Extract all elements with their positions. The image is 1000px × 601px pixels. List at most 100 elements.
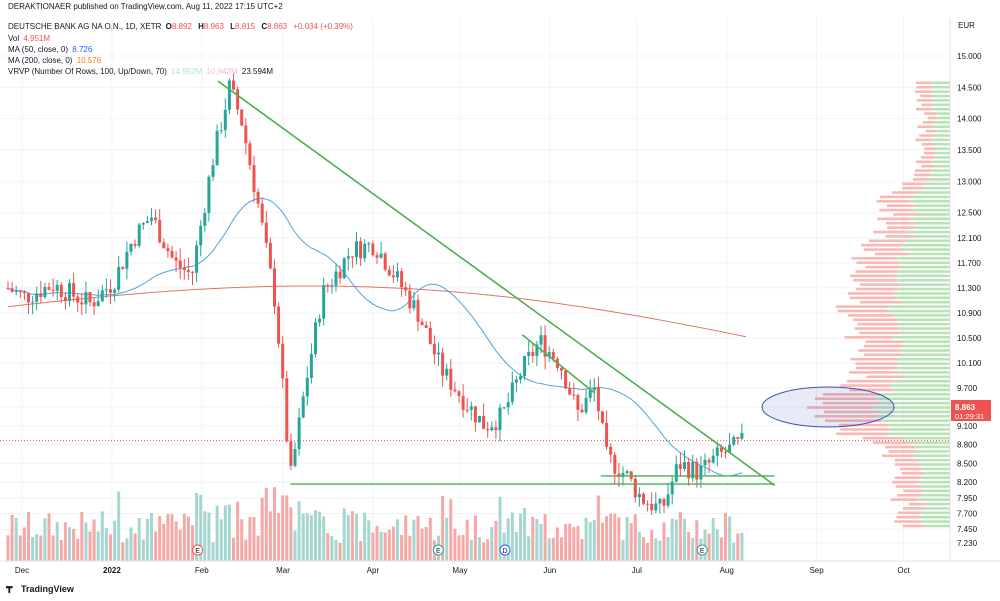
volume-bar xyxy=(519,513,522,561)
candle-body xyxy=(560,367,563,371)
profile-up-row xyxy=(914,221,950,225)
volume-bar xyxy=(683,518,686,561)
profile-up-row xyxy=(887,432,950,436)
volume-bar xyxy=(420,528,424,561)
profile-up-row xyxy=(903,340,950,344)
volume-bar xyxy=(728,516,732,561)
volume-bar xyxy=(609,513,613,561)
tradingview-icon xyxy=(6,586,13,594)
profile-down-row xyxy=(822,401,880,405)
tradingview-logo[interactable]: TradingView xyxy=(6,584,74,594)
candle-body xyxy=(346,256,350,259)
volume-bar xyxy=(84,522,88,561)
profile-up-row xyxy=(920,515,950,519)
profile-down-row xyxy=(824,419,882,422)
candle-body xyxy=(342,258,346,279)
profile-up-row xyxy=(893,314,950,317)
candle-body xyxy=(412,300,416,309)
profile-up-row xyxy=(927,502,950,506)
candle-body xyxy=(465,409,469,411)
volume-bar xyxy=(145,518,149,561)
symbol-title: DEUTSCHE BANK AG NA O.N., 1D, XETR xyxy=(8,22,162,31)
candle-body xyxy=(658,498,662,504)
candle-body xyxy=(424,325,428,328)
profile-up-row xyxy=(901,436,950,440)
volume-bar xyxy=(154,531,158,561)
profile-down-row xyxy=(859,283,901,286)
candle-body xyxy=(330,285,334,287)
candle-body xyxy=(551,352,555,359)
profile-up-row xyxy=(923,524,950,528)
volume-bar xyxy=(334,540,338,561)
price-tick-label: 14.000 xyxy=(957,115,982,124)
volume-bar xyxy=(76,538,80,561)
volume-bar xyxy=(203,511,207,561)
candle-body xyxy=(109,289,112,293)
candle-body xyxy=(301,396,305,418)
candle-body xyxy=(646,503,650,505)
profile-down-row xyxy=(838,423,889,427)
price-change: +0.034 (+0.39%) xyxy=(293,22,353,31)
volume-bar xyxy=(166,514,170,561)
volume-bar xyxy=(482,542,486,561)
profile-up-row xyxy=(897,327,950,330)
ohlc-low: L8.815 xyxy=(230,22,256,31)
profile-up-row xyxy=(893,292,950,295)
candle-body xyxy=(170,250,174,258)
profile-up-row xyxy=(895,357,950,361)
candle-body xyxy=(441,352,445,376)
volume-bar xyxy=(14,517,18,561)
profile-up-row xyxy=(915,204,950,207)
volume-bar xyxy=(469,539,473,561)
profile-up-row xyxy=(905,239,950,243)
candle-body xyxy=(678,464,682,469)
profile-down-row xyxy=(925,129,937,133)
volume-bar xyxy=(68,527,71,561)
candle-body xyxy=(724,451,727,453)
profile-down-row xyxy=(851,257,896,260)
candle-body xyxy=(76,296,80,303)
price-axis[interactable]: 7.230 7.450 7.700 7.950 8.200 8.500 8.800 9.100… xyxy=(0,18,1000,562)
price-tick-label: 8.200 xyxy=(957,478,978,487)
volume-legend: Vol 4.951M xyxy=(8,34,51,43)
candle-body xyxy=(47,287,51,290)
volume-bar xyxy=(285,495,289,561)
profile-up-row xyxy=(929,178,950,181)
candle-body xyxy=(371,243,375,256)
candle-body xyxy=(18,290,22,292)
volume-bar xyxy=(617,517,621,561)
volume-bar xyxy=(724,512,727,561)
volume-bar xyxy=(490,527,494,561)
volume-bar xyxy=(199,494,203,561)
candle-body xyxy=(691,461,695,479)
time-axis[interactable]: Dec 2022 Feb Mar Apr May Jun Jul Aug Sep Oct xyxy=(15,566,911,575)
volume-bar xyxy=(646,542,650,561)
profile-up-row xyxy=(888,309,950,313)
volume-bar xyxy=(178,529,182,561)
profile-down-row xyxy=(927,116,938,120)
time-tick-label: Feb xyxy=(195,566,209,575)
price-tick-label: 9.100 xyxy=(957,422,978,431)
volume-bar xyxy=(383,532,387,561)
profile-up-row xyxy=(915,226,950,229)
volume-bar xyxy=(629,523,633,561)
vrvp-up-value: 14.952M xyxy=(171,67,203,76)
volume-bar xyxy=(22,527,26,561)
profile-up-row xyxy=(909,200,950,203)
volume-bar xyxy=(670,518,674,561)
volume-bar xyxy=(104,527,108,561)
profile-down-row xyxy=(908,502,928,506)
candle-body xyxy=(650,503,654,511)
volume-bar xyxy=(473,515,477,561)
publisher-line: DERAKTIONAER published on TradingView.co… xyxy=(8,2,283,11)
volume-bar xyxy=(633,514,637,561)
price-tick-label: 10.900 xyxy=(957,309,982,318)
vrvp-down-value: 10.942M xyxy=(206,67,238,76)
volume-bar xyxy=(650,530,654,561)
profile-up-row xyxy=(893,379,950,383)
profile-down-row xyxy=(840,384,890,387)
volume-bar xyxy=(113,520,117,561)
profile-up-row xyxy=(900,331,950,335)
volume-bar xyxy=(256,535,260,561)
